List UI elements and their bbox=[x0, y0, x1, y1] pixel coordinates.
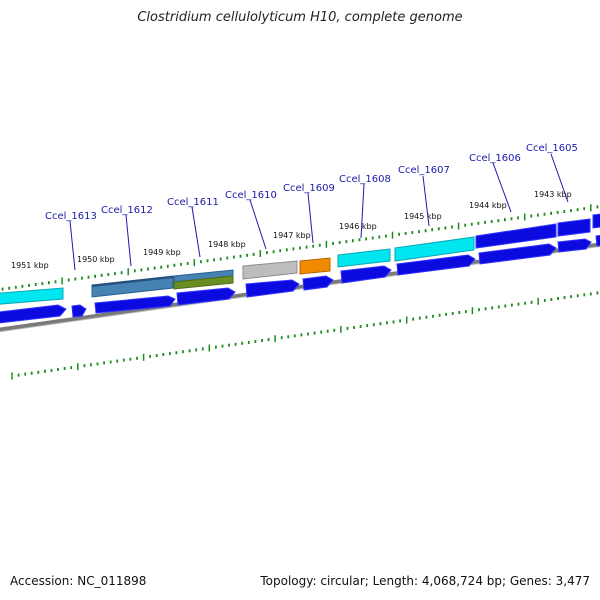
leader-line bbox=[69, 220, 76, 271]
lower-ruler-ticks bbox=[11, 291, 599, 380]
gene-labels: Ccel_1613 Ccel_1612 Ccel_1611 Ccel_1610 … bbox=[45, 143, 578, 222]
kbp-label: 1950 kbp bbox=[77, 255, 115, 264]
gene-block-olive bbox=[173, 275, 234, 290]
leader-line bbox=[360, 183, 365, 239]
kbp-label: 1951 kbp bbox=[11, 261, 49, 270]
leader-line bbox=[422, 175, 430, 227]
accession-text: Accession: NC_011898 bbox=[10, 574, 147, 588]
gene-block-blue bbox=[475, 223, 557, 249]
cds-arrow bbox=[302, 275, 334, 291]
kbp-label: 1943 kbp bbox=[534, 190, 572, 199]
gene-block-cyan bbox=[337, 248, 391, 268]
gene-label[interactable]: Ccel_1610 bbox=[225, 190, 277, 201]
gene-label[interactable]: Ccel_1611 bbox=[167, 197, 219, 208]
leader-line bbox=[125, 214, 132, 267]
leader-line bbox=[550, 153, 569, 203]
gene-label[interactable]: Ccel_1605 bbox=[526, 143, 578, 154]
genome-summary-text: Topology: circular; Length: 4,068,724 bp… bbox=[260, 574, 590, 588]
cds-arrow bbox=[557, 238, 592, 253]
gene-label[interactable]: Ccel_1608 bbox=[339, 174, 391, 185]
cds-arrow bbox=[396, 254, 476, 276]
gene-block-steelblue-edge bbox=[91, 276, 174, 287]
gene-block-blue bbox=[592, 213, 600, 229]
map-title: Clostridium cellulolyticum H10, complete… bbox=[137, 10, 463, 25]
cds-arrow bbox=[478, 243, 557, 265]
gene-feature-track bbox=[0, 213, 600, 305]
gene-label[interactable]: Ccel_1607 bbox=[398, 165, 450, 176]
gene-label-leaders bbox=[69, 153, 569, 271]
kbp-label: 1946 kbp bbox=[339, 222, 377, 231]
leader-line bbox=[191, 206, 201, 258]
gene-label[interactable]: Ccel_1606 bbox=[469, 153, 521, 164]
gene-label[interactable]: Ccel_1609 bbox=[283, 183, 335, 194]
cds-arrow bbox=[595, 234, 600, 247]
kbp-label: 1947 kbp bbox=[273, 231, 311, 240]
upper-ruler-ticks bbox=[1, 204, 599, 291]
gene-block-gray bbox=[242, 260, 298, 280]
cds-arrow bbox=[176, 287, 236, 306]
gene-block-cyan bbox=[394, 236, 475, 262]
cds-arrow bbox=[94, 295, 176, 314]
gene-block-cyan bbox=[0, 287, 64, 305]
gene-label[interactable]: Ccel_1612 bbox=[101, 205, 153, 216]
leader-line bbox=[492, 162, 512, 213]
cds-strand-track bbox=[0, 234, 600, 324]
leader-line bbox=[307, 192, 314, 244]
cds-arrow bbox=[340, 265, 392, 284]
cds-arrow bbox=[0, 304, 67, 324]
gene-block-blue bbox=[557, 218, 591, 237]
cds-arrow bbox=[71, 304, 87, 318]
kbp-label: 1945 kbp bbox=[404, 212, 442, 221]
gene-block-orange bbox=[299, 257, 331, 275]
cds-arrow bbox=[245, 279, 300, 298]
kbp-label: 1944 kbp bbox=[469, 201, 507, 210]
leader-line bbox=[249, 199, 267, 250]
gene-label[interactable]: Ccel_1613 bbox=[45, 211, 97, 222]
kbp-label: 1948 kbp bbox=[208, 240, 246, 249]
kbp-label: 1949 kbp bbox=[143, 248, 181, 257]
kbp-labels: 1951 kbp 1950 kbp 1949 kbp 1948 kbp 1947… bbox=[11, 190, 572, 270]
